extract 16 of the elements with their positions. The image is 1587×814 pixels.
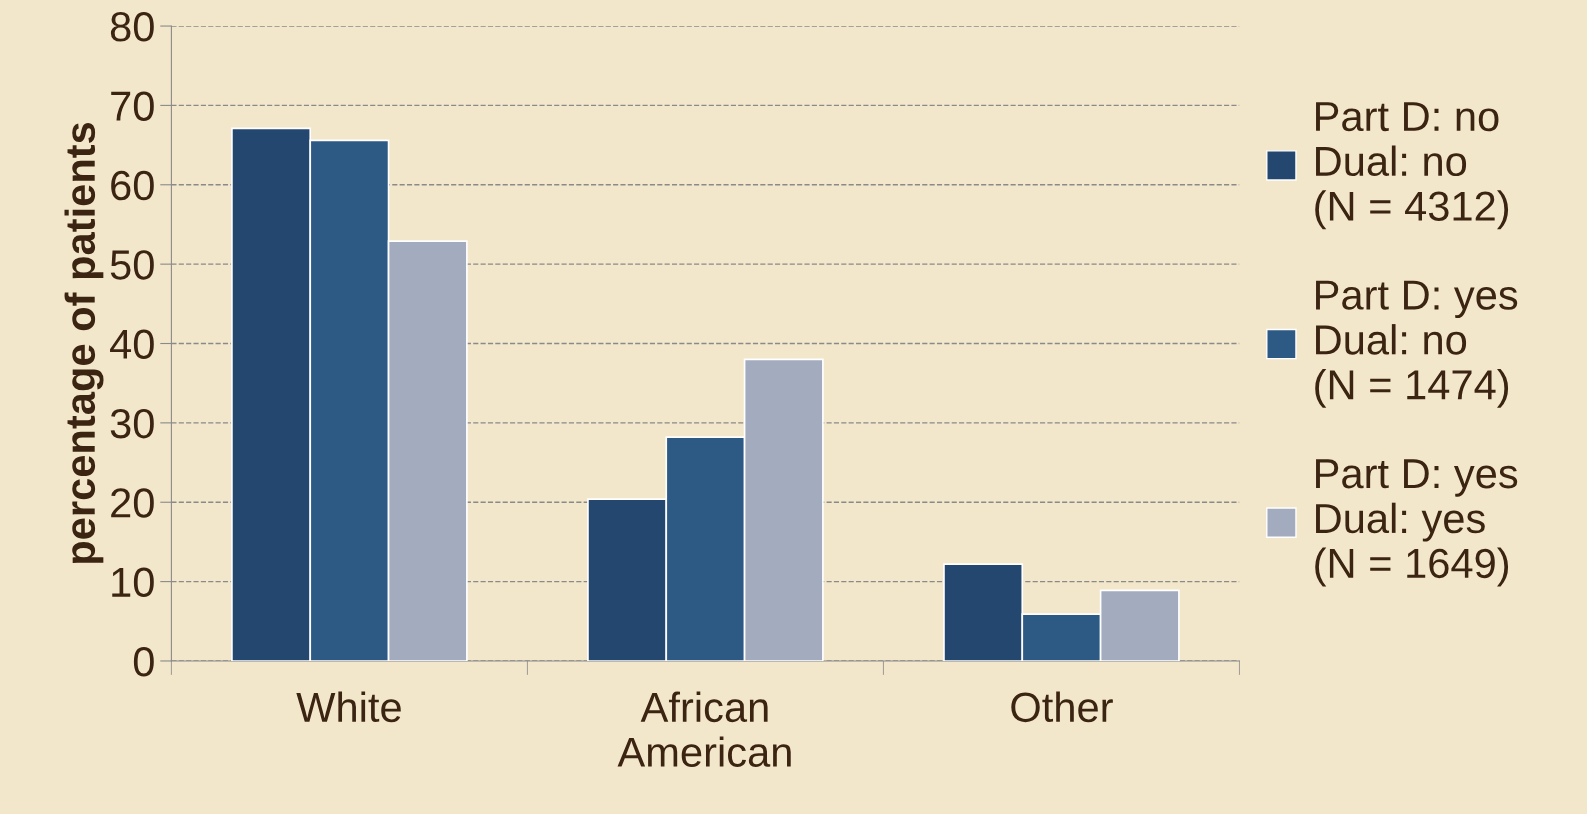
y-tick-label: 30 [110, 408, 154, 439]
y-tick-label: 40 [110, 329, 154, 360]
y-tick-label: 80 [110, 12, 154, 42]
x-tick-label: African American [617, 691, 791, 768]
y-tick-label: 0 [133, 646, 154, 677]
legend-label: Part D: yes Dual: no (N = 1474) [1315, 280, 1518, 408]
y-tick-label: 10 [112, 567, 154, 598]
x-tick-label: Other [1011, 691, 1113, 723]
x-tick-label: White [296, 691, 401, 723]
legend-label: Part D: no Dual: no (N = 4312) [1315, 102, 1509, 230]
y-axis-title: percentage of patients [64, 122, 104, 564]
y-tick-label: 60 [111, 170, 154, 201]
y-tick-label: 50 [110, 250, 154, 280]
y-tick-label: 20 [111, 488, 154, 518]
y-tick-label: 70 [111, 91, 154, 121]
legend-label: Part D: yes Dual: yes (N = 1649) [1315, 459, 1518, 587]
